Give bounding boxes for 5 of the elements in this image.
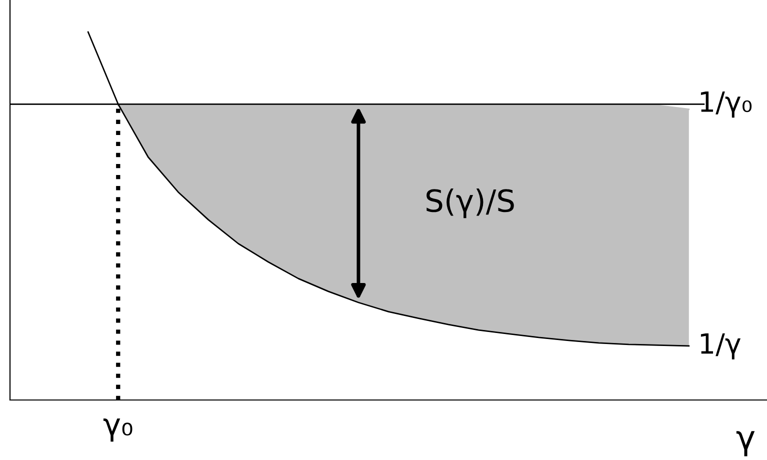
ref-line-label: 1/γ₀	[700, 92, 752, 118]
annotation: S(γ)/S	[426, 188, 514, 218]
x-axis-title: γ	[736, 431, 755, 456]
series-label: 1/γ	[700, 333, 741, 360]
text: γ₀	[103, 418, 132, 442]
